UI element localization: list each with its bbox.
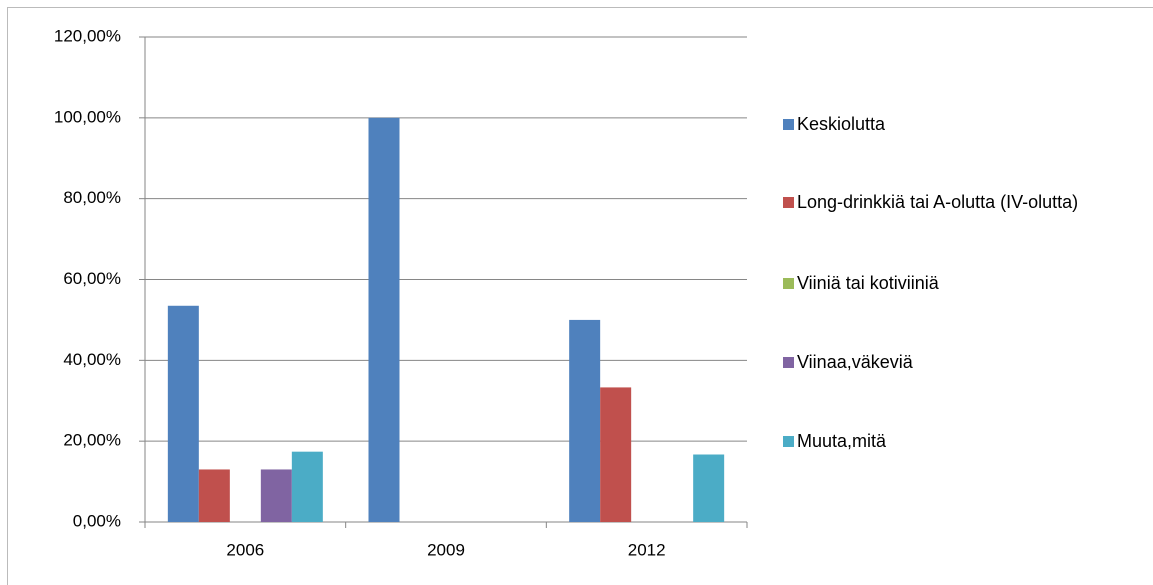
y-tick-label: 100,00% <box>54 107 121 126</box>
legend-label: Viiniä tai kotiviiniä <box>797 273 939 293</box>
legend-swatch <box>783 278 794 289</box>
bar <box>569 319 601 522</box>
legend-label: Long-drinkkiä tai A-olutta (IV-olutta) <box>797 192 1079 212</box>
bar <box>198 469 230 522</box>
legend-swatch <box>783 119 794 130</box>
legend-label: Keskiolutta <box>797 114 886 134</box>
bar <box>167 305 199 522</box>
legend-label: Viinaa,väkeviä <box>797 352 913 372</box>
y-tick-label: 0,00% <box>73 511 121 530</box>
x-tick-label: 2006 <box>226 540 264 559</box>
y-tick-label: 120,00% <box>54 26 121 45</box>
bar <box>260 469 292 522</box>
x-tick-label: 2012 <box>628 540 666 559</box>
bar <box>600 387 632 522</box>
legend-swatch <box>783 436 794 447</box>
chart-frame <box>7 7 1153 585</box>
legend-swatch <box>783 197 794 208</box>
bar <box>368 117 400 522</box>
bar <box>291 451 323 522</box>
y-tick-label: 20,00% <box>63 431 121 450</box>
y-tick-label: 40,00% <box>63 350 121 369</box>
legend-swatch <box>783 357 794 368</box>
x-tick-label: 2009 <box>427 540 465 559</box>
y-tick-label: 60,00% <box>63 269 121 288</box>
y-tick-label: 80,00% <box>63 188 121 207</box>
bar <box>693 454 725 522</box>
legend-label: Muuta,mitä <box>797 431 887 451</box>
